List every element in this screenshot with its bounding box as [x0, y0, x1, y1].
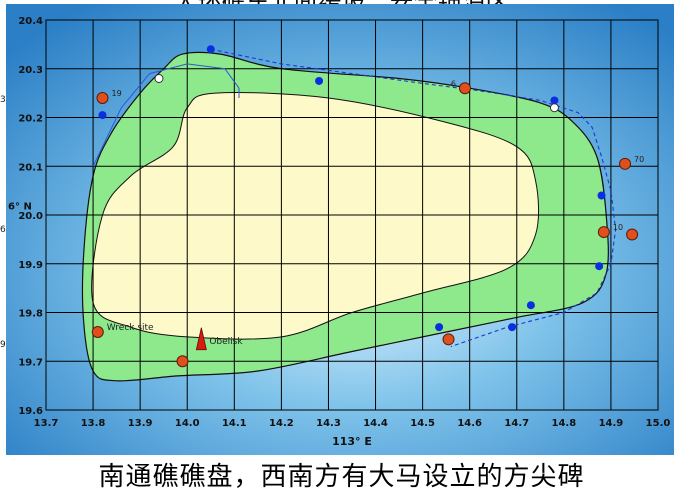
- x-axis-label: 113° E: [332, 435, 372, 448]
- blue-survey-marker: [526, 301, 535, 310]
- y-tick-label: 19.9: [18, 260, 43, 271]
- red-site-marker: [96, 92, 109, 104]
- red-site-marker: [91, 326, 104, 338]
- x-tick-label: 14.3: [316, 418, 341, 429]
- side-text-3: 9: [0, 340, 6, 350]
- red-site-marker: [458, 82, 471, 95]
- white-survey-marker: [549, 103, 559, 113]
- x-tick-label: 13.9: [128, 418, 153, 429]
- reef-map: 13.7 13.8 13.9 14.0 14.1 14.2 14.3 14.4 14.5 14.6…: [6, 4, 674, 455]
- y-tick-label: 20.2: [18, 114, 43, 125]
- white-survey-marker: [154, 74, 164, 83]
- blue-survey-marker: [315, 76, 324, 85]
- inner-boundary-line: [92, 63, 240, 167]
- x-tick-label: 14.0: [175, 418, 200, 429]
- x-tick-label: 13.8: [81, 418, 106, 429]
- blue-survey-marker: [595, 262, 604, 271]
- side-text-2: 6: [0, 225, 6, 235]
- site-label: 10: [613, 223, 623, 232]
- site-label: 70: [634, 155, 644, 164]
- red-site-marker: [176, 355, 189, 368]
- y-tick-label: 20.0: [18, 211, 43, 222]
- x-tick-label: 14.9: [599, 418, 624, 429]
- y-tick-label: 20.3: [18, 65, 43, 76]
- x-tick-label: 14.6: [457, 418, 482, 429]
- y-tick-label: 20.1: [18, 162, 43, 173]
- x-tick-label: 14.2: [269, 418, 294, 429]
- x-tick-label: 14.4: [363, 418, 388, 429]
- side-text-1: 3: [0, 95, 6, 105]
- site-label: 19: [111, 89, 121, 98]
- obelisk-label: Obelisk: [209, 337, 243, 347]
- x-tick-label: 13.7: [34, 418, 59, 429]
- red-site-marker: [442, 333, 455, 346]
- dashed-survey-track: [210, 48, 617, 348]
- x-tick-label: 14.8: [552, 418, 577, 429]
- blue-survey-marker: [435, 323, 444, 332]
- y-tick-label: 19.8: [18, 309, 43, 320]
- site-label: 6: [451, 79, 456, 88]
- blue-survey-marker: [508, 323, 517, 332]
- x-tick-label: 14.7: [504, 418, 529, 429]
- red-site-marker: [619, 157, 632, 170]
- x-tick-label: 14.5: [410, 418, 435, 429]
- y-tick-label: 19.7: [18, 357, 43, 368]
- blue-survey-marker: [206, 45, 215, 54]
- site-label: Wreck site: [107, 323, 154, 333]
- blue-survey-marker: [550, 96, 559, 105]
- x-tick-label: 15.0: [646, 418, 671, 429]
- caption: 南通礁礁盘，西南方有大马设立的方尖碑: [98, 462, 585, 492]
- red-site-marker: [626, 228, 639, 241]
- obelisk-icon: [195, 327, 207, 351]
- y-tick-label: 20.4: [18, 16, 43, 27]
- x-tick-label: 14.1: [222, 418, 247, 429]
- blue-survey-marker: [98, 111, 107, 120]
- y-tick-label: 19.6: [18, 406, 43, 417]
- red-site-marker: [597, 226, 610, 239]
- y-axis-label: 6° N: [8, 201, 32, 212]
- blue-survey-marker: [597, 191, 606, 200]
